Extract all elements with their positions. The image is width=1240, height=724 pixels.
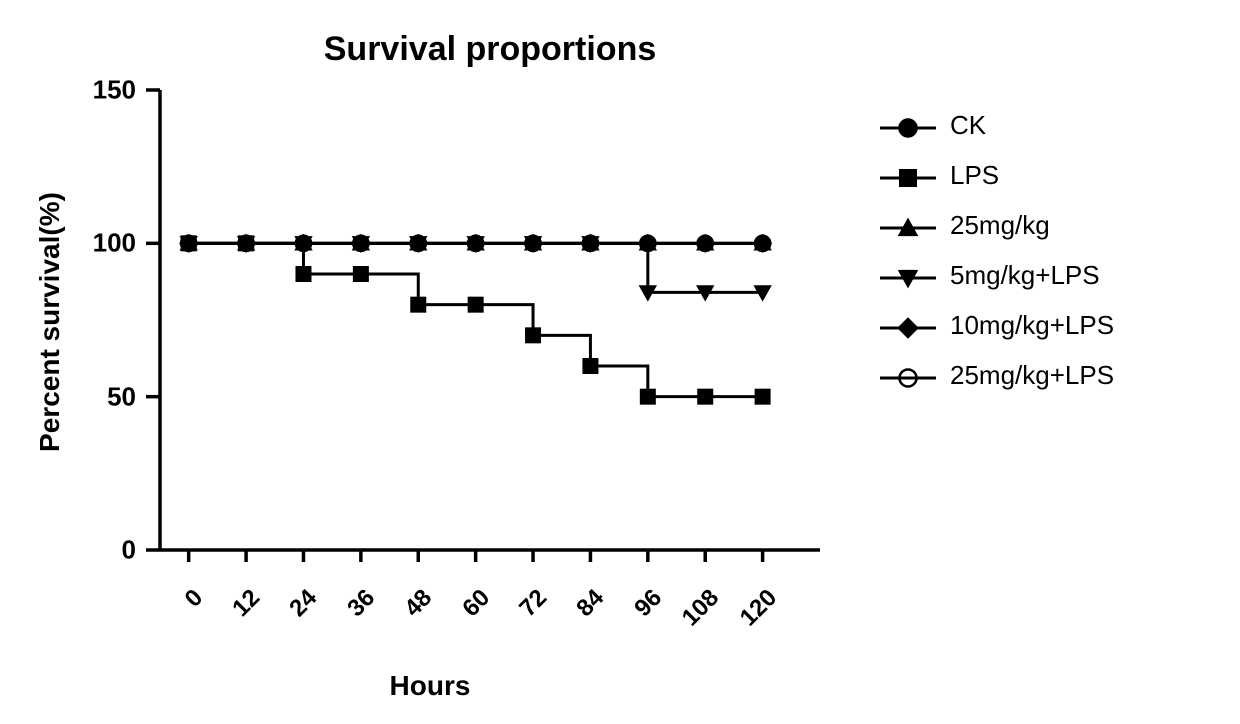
series-line xyxy=(189,243,763,396)
series-lps xyxy=(189,243,763,396)
marker-square xyxy=(899,169,917,187)
legend-item: 25mg/kg xyxy=(950,210,1050,241)
legend-label: 10mg/kg+LPS xyxy=(950,310,1114,341)
legend-swatch xyxy=(880,119,936,137)
marker-diamond xyxy=(897,317,919,339)
marker-square xyxy=(640,389,656,405)
legend-label: CK xyxy=(950,110,986,141)
marker-square xyxy=(468,297,484,313)
marker-square xyxy=(582,358,598,374)
y-tick-label: 50 xyxy=(76,381,136,412)
y-tick-label: 150 xyxy=(76,75,136,106)
marker-square xyxy=(295,266,311,282)
marker-square xyxy=(525,327,541,343)
legend-item: 10mg/kg+LPS xyxy=(950,310,1114,341)
legend-swatch xyxy=(880,270,936,288)
legend-swatch xyxy=(880,169,936,187)
marker-circle xyxy=(899,119,917,137)
legend-item: CK xyxy=(950,110,986,141)
marker-square xyxy=(410,297,426,313)
legend-label: 25mg/kg xyxy=(950,210,1050,241)
legend-swatch xyxy=(880,218,936,236)
legend-label: 5mg/kg+LPS xyxy=(950,260,1100,291)
marker-square xyxy=(697,389,713,405)
legend-label: 25mg/kg+LPS xyxy=(950,360,1114,391)
legend-label: LPS xyxy=(950,160,999,191)
legend-swatch xyxy=(880,317,936,339)
marker-square xyxy=(755,389,771,405)
y-tick-label: 0 xyxy=(76,535,136,566)
marker-square xyxy=(353,266,369,282)
series-markers-lps xyxy=(181,235,771,404)
legend-swatch xyxy=(880,369,936,386)
legend-item: 5mg/kg+LPS xyxy=(950,260,1100,291)
legend-item: 25mg/kg+LPS xyxy=(950,360,1114,391)
legend-item: LPS xyxy=(950,160,999,191)
y-tick-label: 100 xyxy=(76,228,136,259)
